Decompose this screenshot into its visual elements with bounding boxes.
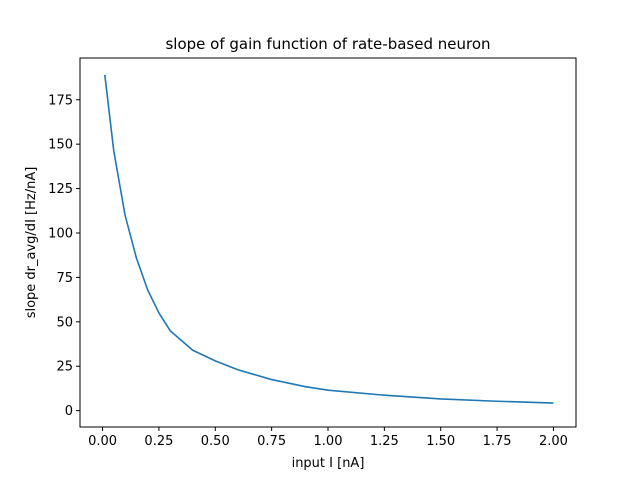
x-tick-label: 0.25 (144, 434, 173, 449)
plot-area (104, 74, 554, 404)
y-tick-label: 125 (48, 182, 73, 197)
x-tick-label: 1.75 (483, 434, 512, 449)
x-tick-label: 1.25 (370, 434, 399, 449)
x-tick-label: 0.50 (201, 434, 230, 449)
x-tick-label: 1.50 (426, 434, 455, 449)
y-tick-label: 75 (56, 271, 73, 286)
x-tick-label: 2.00 (539, 434, 568, 449)
y-tick-label: 150 (48, 138, 73, 153)
y-axis-label: slope dr_avg/dI [Hz/nA] (24, 167, 39, 319)
y-axis: 0 25 50 75 100 125 150 175 (48, 93, 80, 419)
y-tick-label: 25 (56, 360, 73, 375)
x-tick-label: 0.00 (88, 434, 117, 449)
x-tick-label: 1.00 (314, 434, 343, 449)
x-tick-label: 0.75 (257, 434, 286, 449)
y-tick-label: 100 (48, 226, 73, 241)
chart-title: slope of gain function of rate-based neu… (165, 35, 490, 53)
x-axis: 0.00 0.25 0.50 0.75 1.00 1.25 1.50 1.75 2.00 (88, 427, 568, 449)
y-tick-label: 0 (65, 404, 73, 419)
x-axis-label: input I [nA] (292, 456, 365, 471)
y-tick-label: 175 (48, 93, 73, 108)
series-line (104, 74, 554, 404)
y-tick-label: 50 (56, 315, 73, 330)
